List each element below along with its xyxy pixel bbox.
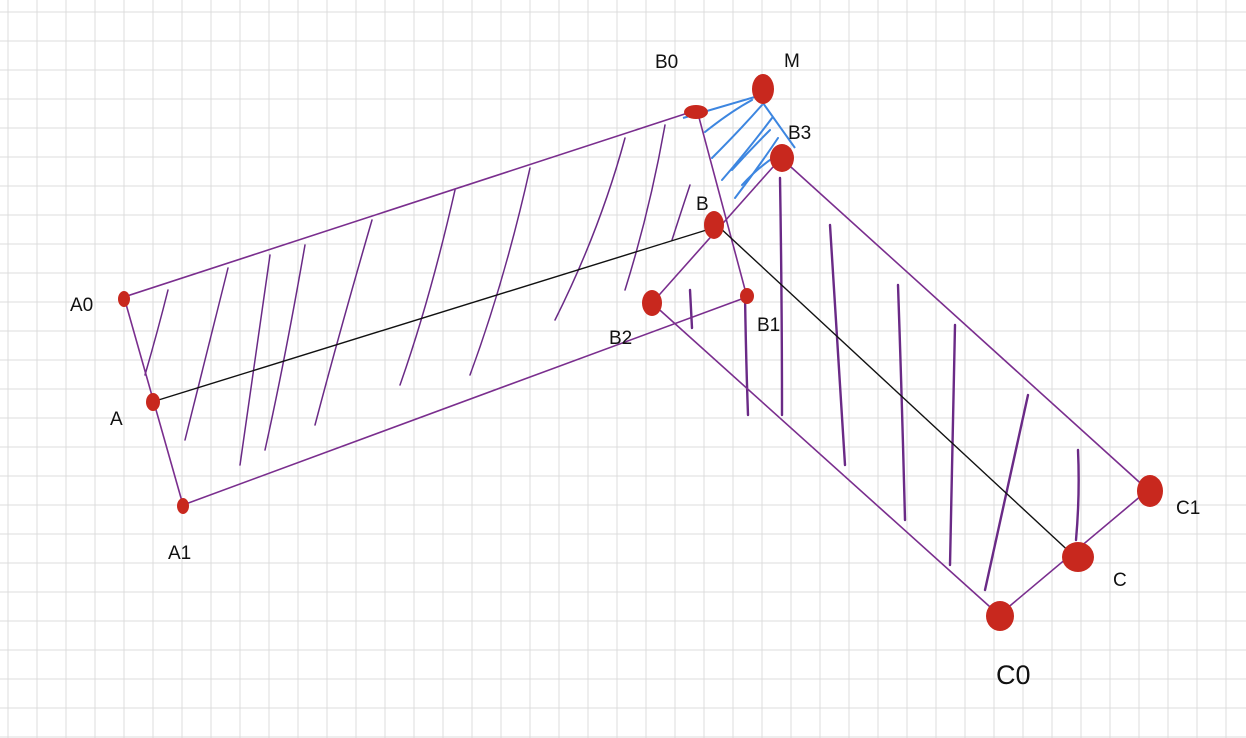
label-b1: B1 — [757, 315, 780, 336]
label-a0: A0 — [70, 295, 93, 316]
label-a: A — [110, 409, 123, 430]
label-b2: B2 — [609, 328, 632, 349]
point-b1 — [740, 288, 754, 304]
left-hatch-stroke — [264, 244, 306, 451]
points — [118, 74, 1163, 631]
wedge-hatch-stroke — [721, 117, 773, 181]
point-a0 — [118, 291, 130, 307]
center-lines — [151, 225, 1076, 558]
right-hatch-stroke — [948, 323, 957, 567]
point-b2 — [642, 290, 662, 316]
right-hatch-stroke — [743, 293, 750, 417]
right-hatch-stroke — [828, 223, 847, 467]
right-hatch-stroke — [778, 176, 784, 417]
left-hatch-stroke — [239, 254, 271, 466]
point-c1 — [1137, 475, 1163, 507]
label-a1: A1 — [168, 543, 191, 564]
point-b3 — [770, 144, 794, 172]
left-hatch-stroke — [671, 184, 691, 241]
right-hatch-stroke — [688, 288, 694, 330]
point-b — [704, 211, 724, 239]
left-band-bottom-edge — [182, 296, 748, 506]
wedge-hatch-stroke — [711, 104, 763, 159]
centerline-b-c — [717, 225, 1076, 558]
wedge-hatch-stroke — [704, 99, 753, 133]
point-labels: A0 A A1 B0 M B3 B B2 B1 C1 C C0 — [70, 51, 1200, 690]
right-hatch-stroke — [896, 283, 907, 522]
right-band-hatching — [688, 176, 1080, 592]
left-hatch-stroke — [399, 189, 456, 386]
left-hatch-stroke — [554, 137, 626, 321]
wedge-hatch-stroke — [731, 129, 771, 171]
centerline-a-b — [151, 227, 714, 403]
left-hatch-stroke — [144, 289, 169, 376]
label-b0: B0 — [655, 52, 678, 73]
right-band-bottom-edge — [651, 302, 1000, 616]
left-band-top-edge — [123, 109, 698, 298]
label-c: C — [1113, 570, 1127, 591]
label-b: B — [696, 194, 709, 215]
label-m: M — [784, 51, 800, 72]
wedge-hatch-stroke — [734, 137, 779, 199]
left-band-hatching — [144, 124, 691, 466]
right-hatch-stroke — [1074, 448, 1080, 542]
point-c0 — [986, 601, 1014, 631]
left-hatch-stroke — [624, 124, 666, 291]
point-m — [752, 74, 774, 104]
label-b3: B3 — [788, 123, 811, 144]
right-band-top-edge — [780, 157, 1149, 491]
point-c — [1062, 542, 1094, 572]
label-c1: C1 — [1176, 498, 1200, 519]
left-hatch-stroke — [469, 167, 531, 376]
point-b0 — [684, 105, 708, 119]
left-hatch-stroke — [314, 219, 373, 426]
left-hatch-stroke — [184, 267, 229, 441]
label-c0: C0 — [996, 660, 1031, 690]
point-a1 — [177, 498, 189, 514]
point-a — [146, 393, 160, 411]
right-hatch-stroke — [983, 393, 1030, 592]
b0-b1-edge — [696, 109, 748, 298]
